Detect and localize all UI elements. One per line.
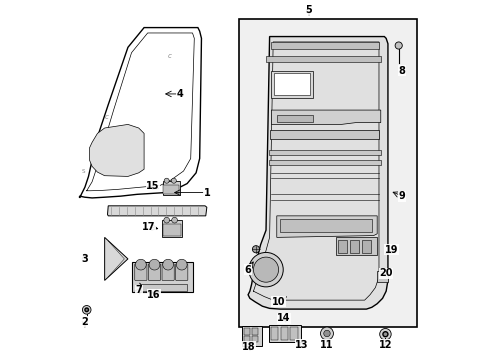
Polygon shape: [280, 219, 371, 232]
Polygon shape: [271, 42, 378, 49]
Circle shape: [163, 217, 169, 223]
Polygon shape: [247, 37, 387, 309]
Text: 17: 17: [142, 222, 155, 231]
Bar: [270, 327, 278, 340]
Text: 4: 4: [176, 89, 183, 99]
Text: S: S: [81, 169, 84, 174]
Text: 19: 19: [384, 245, 397, 255]
Bar: [162, 220, 182, 237]
FancyBboxPatch shape: [135, 264, 147, 280]
Circle shape: [248, 252, 283, 287]
Circle shape: [176, 259, 187, 270]
Text: 9: 9: [398, 191, 405, 201]
Bar: [163, 181, 180, 195]
Bar: [251, 336, 258, 342]
Bar: [268, 325, 301, 342]
Text: 5: 5: [305, 5, 312, 15]
FancyBboxPatch shape: [162, 264, 174, 280]
Circle shape: [164, 178, 169, 183]
Bar: [244, 336, 250, 342]
Polygon shape: [104, 237, 128, 280]
Circle shape: [394, 42, 402, 49]
Text: 18: 18: [242, 342, 255, 352]
Text: 12: 12: [379, 340, 392, 350]
Bar: [338, 240, 346, 253]
Text: 16: 16: [147, 290, 161, 300]
Circle shape: [382, 332, 387, 337]
Text: 8: 8: [398, 66, 405, 76]
Bar: [242, 326, 261, 346]
Text: 20: 20: [379, 268, 392, 278]
Circle shape: [171, 217, 177, 223]
Polygon shape: [265, 56, 380, 62]
Polygon shape: [268, 149, 380, 155]
Polygon shape: [276, 116, 312, 122]
Text: 14: 14: [277, 313, 290, 323]
Circle shape: [85, 308, 88, 312]
Bar: [280, 327, 287, 340]
Polygon shape: [376, 271, 387, 282]
Circle shape: [163, 259, 173, 270]
Circle shape: [320, 327, 333, 340]
Text: 13: 13: [295, 340, 308, 350]
Polygon shape: [276, 216, 376, 237]
Text: 3: 3: [81, 254, 88, 264]
Polygon shape: [163, 185, 179, 194]
Text: 6: 6: [244, 265, 251, 275]
Polygon shape: [80, 28, 201, 198]
Polygon shape: [269, 130, 378, 139]
Text: 1: 1: [203, 188, 210, 198]
Text: 7: 7: [135, 285, 142, 296]
Bar: [362, 240, 370, 253]
Text: 15: 15: [146, 181, 160, 192]
Bar: [349, 240, 359, 253]
Text: c: c: [104, 114, 108, 120]
Text: 10: 10: [271, 297, 285, 307]
Polygon shape: [140, 284, 187, 291]
FancyBboxPatch shape: [175, 264, 187, 280]
Circle shape: [171, 178, 176, 183]
Circle shape: [135, 259, 146, 270]
FancyBboxPatch shape: [148, 264, 160, 280]
Circle shape: [149, 259, 160, 270]
Bar: [251, 328, 258, 334]
Bar: [239, 19, 416, 327]
Polygon shape: [89, 125, 144, 176]
Circle shape: [252, 246, 259, 253]
Polygon shape: [268, 160, 380, 165]
Text: 11: 11: [320, 340, 333, 350]
Polygon shape: [273, 73, 309, 95]
Bar: [131, 262, 192, 292]
Polygon shape: [271, 110, 380, 125]
Bar: [244, 328, 250, 334]
Polygon shape: [163, 225, 180, 236]
Circle shape: [323, 330, 329, 337]
Circle shape: [379, 328, 390, 340]
Polygon shape: [335, 237, 376, 255]
Bar: [290, 327, 297, 340]
Text: c: c: [167, 53, 171, 59]
Circle shape: [82, 306, 91, 314]
Text: 2: 2: [81, 317, 88, 327]
Circle shape: [253, 257, 278, 282]
Polygon shape: [107, 206, 206, 216]
Polygon shape: [271, 71, 312, 98]
Circle shape: [141, 285, 148, 293]
